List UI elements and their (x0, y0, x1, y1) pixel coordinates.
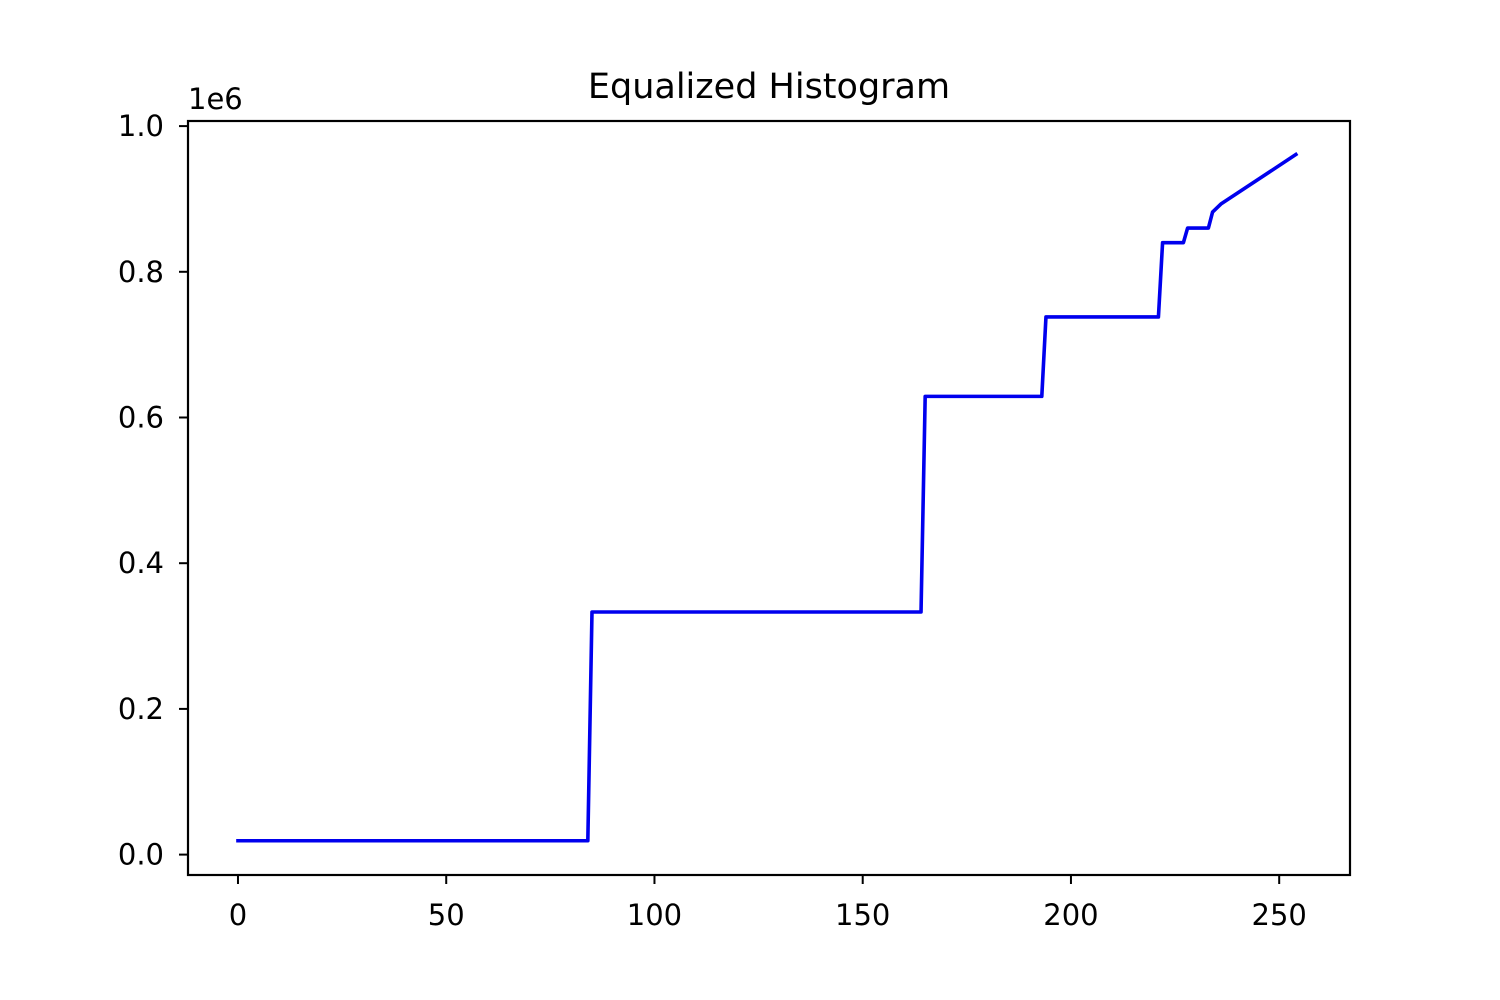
x-tick-label: 100 (627, 898, 682, 932)
y-axis-ticks: 0.0 0.2 0.4 0.6 0.8 1.0 (118, 109, 188, 872)
chart-title: Equalized Histogram (588, 67, 950, 107)
plot-area-frame (186, 119, 1352, 877)
x-tick-label: 250 (1252, 898, 1307, 932)
y-tick-label: 0.8 (118, 255, 164, 289)
y-tick-label: 0.2 (118, 692, 164, 726)
x-tick-label: 50 (428, 898, 465, 932)
series-line (236, 152, 1299, 843)
y-axis-offset-label: 1e6 (188, 82, 243, 116)
x-tick-label: 200 (1043, 898, 1098, 932)
y-tick-label: 0.4 (118, 546, 164, 580)
y-tick-label: 1.0 (118, 109, 164, 143)
series-layer (236, 152, 1299, 843)
y-tick-label: 0.6 (118, 401, 164, 435)
x-axis-ticks: 0 50 100 150 200 250 (229, 875, 1307, 932)
x-tick-label: 0 (229, 898, 247, 932)
x-tick-label: 150 (835, 898, 890, 932)
y-tick-label: 0.0 (118, 838, 164, 872)
